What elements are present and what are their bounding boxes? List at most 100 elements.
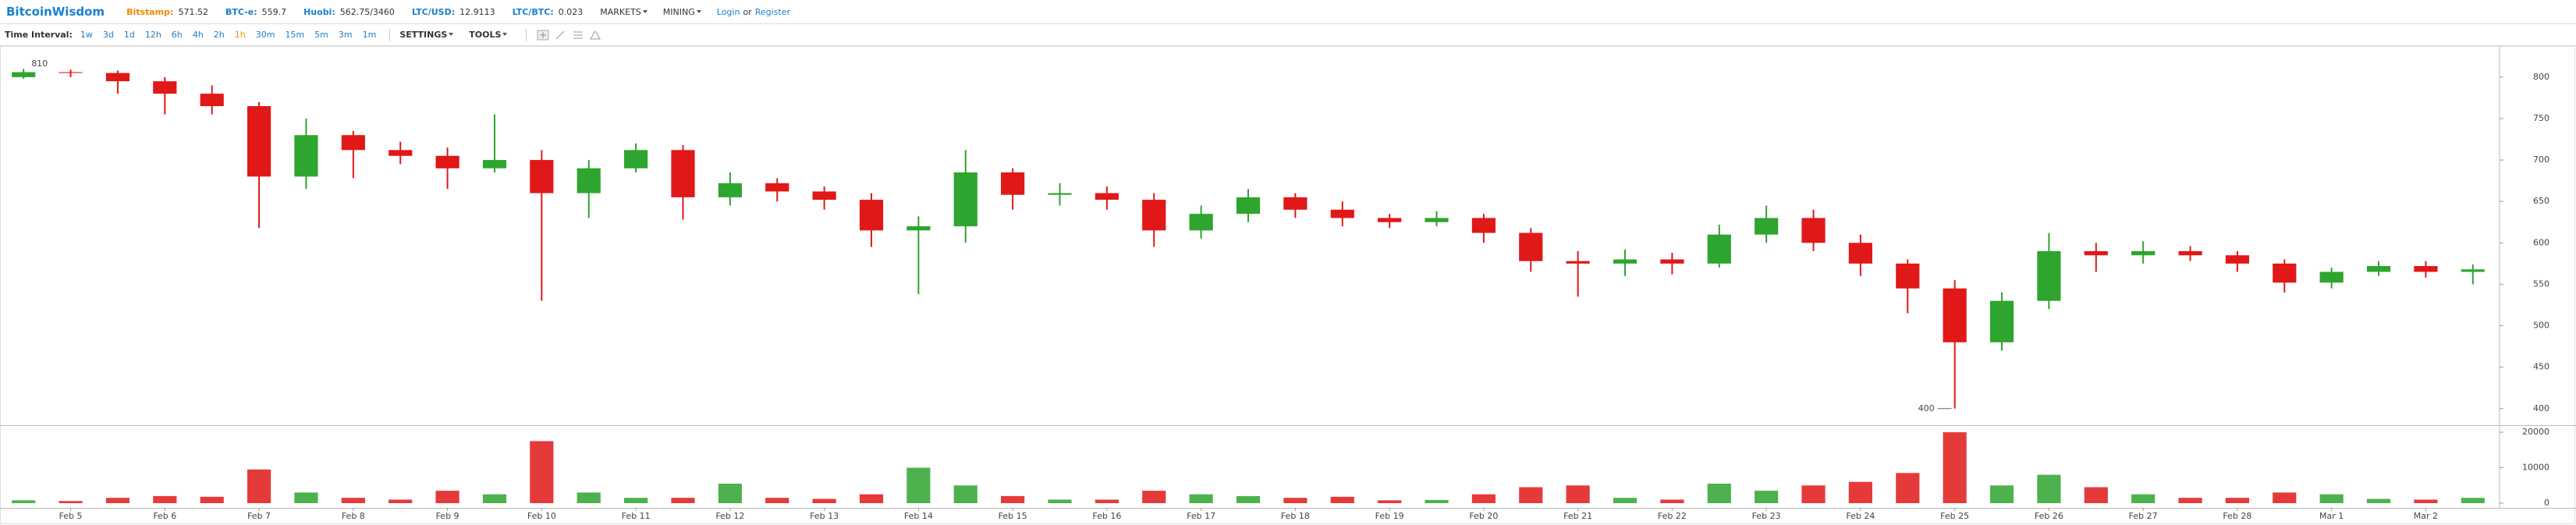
menu[interactable]: SETTINGS: [399, 30, 455, 40]
candle-body: [1236, 197, 1261, 215]
interval-button[interactable]: 4h: [192, 30, 204, 40]
quote-value: 559.7: [261, 6, 287, 17]
interval-button[interactable]: 1h: [234, 30, 246, 40]
candle-body: [1471, 218, 1496, 233]
candle-body: [247, 106, 271, 177]
volume-bar: [1095, 499, 1119, 503]
quote-name[interactable]: LTC/USD:: [411, 6, 456, 17]
interval-button[interactable]: 1w: [80, 30, 93, 40]
volume-bar: [577, 492, 601, 503]
y-tick-label: 700: [2533, 154, 2549, 165]
x-tick-label: Feb 11: [622, 511, 651, 521]
interval-button[interactable]: 30m: [255, 30, 275, 40]
volume-bar: [624, 498, 648, 503]
register-link[interactable]: Register: [754, 6, 791, 17]
candle-body: [1378, 218, 1402, 222]
candle-body: [1519, 232, 1543, 261]
candle-body: [718, 183, 742, 197]
candle-body: [2273, 263, 2297, 283]
menu[interactable]: TOOLS: [469, 30, 509, 40]
volume-bar: [200, 496, 224, 503]
interval-button[interactable]: 1m: [362, 30, 377, 40]
volume-bar: [1236, 495, 1261, 503]
dropdown-arrow: [502, 33, 508, 36]
menu-label: MARKETS: [600, 6, 641, 17]
volume-bar: [1660, 499, 1684, 503]
volume-bar: [671, 498, 695, 503]
volume-bar: [105, 498, 130, 503]
quote-name[interactable]: Bitstamp:: [126, 6, 174, 17]
x-tick-label: Feb 15: [999, 511, 1027, 521]
volume-bar: [1848, 481, 1872, 503]
volume-bar: [294, 492, 318, 503]
menu[interactable]: MARKETS: [600, 7, 649, 17]
candle-body: [1943, 288, 1967, 342]
quote-name[interactable]: LTC/BTC:: [512, 6, 554, 17]
x-tick-label: Feb 7: [247, 511, 271, 521]
y-tick-label: 800: [2533, 72, 2549, 82]
x-tick-label: Feb 20: [1469, 511, 1498, 521]
interval-button[interactable]: 12h: [144, 30, 161, 40]
x-tick-label: Mar 2: [2414, 511, 2438, 521]
or-text: or: [743, 6, 752, 17]
menu[interactable]: MINING: [663, 7, 703, 17]
candle-body: [1189, 214, 1213, 231]
volume-bar: [907, 467, 931, 503]
volume-bar: [765, 498, 789, 503]
candle-body: [1707, 234, 1731, 264]
x-tick-label: Feb 28: [2223, 511, 2251, 521]
tool-pen[interactable]: [590, 30, 601, 39]
interval-button[interactable]: 2h: [213, 30, 225, 40]
candle-body: [765, 183, 789, 192]
volume-tick-label: 20000: [2522, 427, 2549, 437]
volume-bar: [2178, 498, 2202, 503]
candle-body: [12, 72, 36, 77]
tool-line[interactable]: [556, 30, 565, 39]
x-tick-label: Feb 8: [342, 511, 365, 521]
volume-bar: [1142, 491, 1166, 503]
x-tick-label: Feb 24: [1846, 511, 1875, 521]
volume-bar: [2131, 494, 2156, 503]
volume-bar: [859, 494, 884, 503]
quote-name[interactable]: BTC-e:: [225, 6, 257, 17]
tool-fib[interactable]: [573, 31, 584, 38]
interval-button[interactable]: 15m: [285, 30, 305, 40]
volume-bar: [1471, 494, 1496, 503]
x-tick-label: Feb 19: [1375, 511, 1404, 521]
x-tick-label: Feb 16: [1092, 511, 1121, 521]
volume-bar: [1378, 500, 1402, 503]
candle-body: [1755, 218, 1779, 235]
separator: [389, 28, 391, 41]
volume-bar: [1001, 495, 1025, 503]
brand[interactable]: BitcoinWisdom: [6, 5, 105, 19]
x-tick-label: Feb 23: [1752, 511, 1781, 521]
menu-label: TOOLS: [469, 30, 502, 40]
candle-body: [1425, 218, 1449, 222]
volume-bar: [1425, 499, 1449, 503]
x-tick-label: Feb 17: [1187, 511, 1215, 521]
candle-body: [1660, 259, 1684, 264]
volume-bar: [247, 469, 271, 503]
x-tick-label: Feb 14: [904, 511, 933, 521]
y-tick-label: 500: [2533, 321, 2549, 331]
interval-button[interactable]: 3d: [102, 30, 114, 40]
chart-frame: [0, 46, 2575, 524]
y-tick-label: 400: [2533, 403, 2549, 413]
volume-bar: [1048, 499, 1072, 503]
interval-button[interactable]: 5m: [314, 30, 328, 40]
candle-body: [577, 168, 601, 193]
login-link[interactable]: Login: [716, 6, 740, 17]
quote-name[interactable]: Huobi:: [303, 6, 335, 17]
volume-bar: [2225, 498, 2250, 503]
interval-button[interactable]: 6h: [171, 30, 183, 40]
volume-bar: [2319, 494, 2344, 503]
volume-bar: [2366, 498, 2391, 503]
candle-body: [482, 160, 507, 168]
interval-button[interactable]: 1d: [123, 30, 135, 40]
interval-button[interactable]: 3m: [338, 30, 353, 40]
volume-tick-label: 0: [2544, 498, 2549, 508]
volume-bar: [12, 500, 36, 503]
header-bar: BitcoinWisdom Bitstamp: 571.52 BTC-e: 559.7…: [0, 0, 2576, 24]
volume-bar: [435, 491, 459, 503]
